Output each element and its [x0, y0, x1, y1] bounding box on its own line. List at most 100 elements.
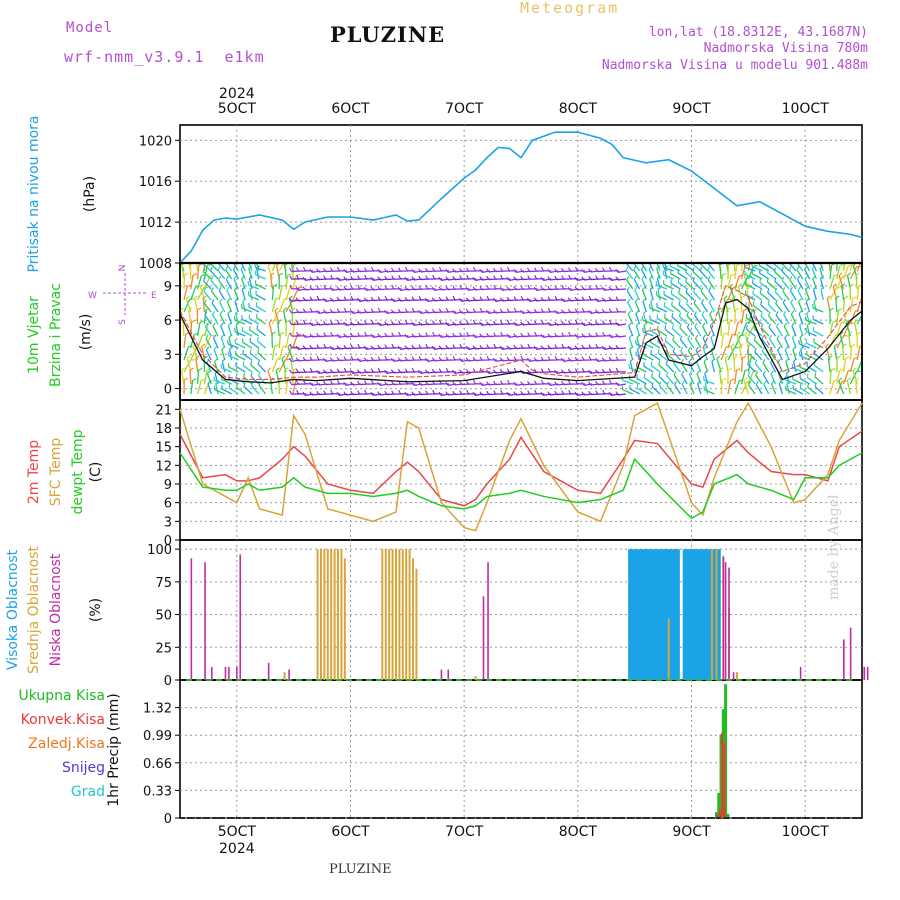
wind-barb-flag — [289, 332, 293, 337]
wind-barb-flag — [250, 372, 253, 377]
year-label-top: 2024 — [219, 86, 255, 102]
wind-barb-flag — [506, 368, 510, 373]
wind-barb-flag — [370, 333, 374, 338]
wind-barb-flag — [796, 258, 798, 262]
wind-barb — [782, 302, 790, 313]
wind-barb — [183, 334, 187, 349]
wind-barb-flag — [219, 310, 224, 315]
wind-barb — [649, 289, 654, 301]
wind-barb-flag — [486, 355, 490, 360]
wind-barb — [782, 290, 790, 301]
wind-barb — [798, 313, 804, 325]
wind-barb — [727, 347, 736, 361]
wind-barb-flag — [452, 268, 456, 273]
cloud-bar — [634, 549, 639, 680]
wind-barb-flag — [513, 344, 517, 349]
cloud-bar — [866, 666, 869, 680]
wind-barb-flag — [499, 345, 503, 350]
wind-barb — [685, 291, 695, 301]
wind-barb-flag — [284, 367, 289, 371]
wind-barb-flag — [768, 311, 771, 316]
wind-barb-flag — [274, 344, 279, 347]
wind-barb-flag — [703, 346, 707, 351]
wind-barb-flag — [364, 380, 367, 385]
wind-barb-flag — [595, 380, 599, 385]
wind-barb — [255, 294, 266, 301]
wind-barb — [277, 322, 280, 337]
precip-legend-item: Ukupna Kisa — [18, 688, 105, 704]
wind-barb-flag — [733, 355, 738, 359]
wind-barb-flag — [492, 297, 497, 302]
wind-barb — [741, 381, 749, 395]
wind-barb-flag — [295, 286, 299, 291]
y-tick-label: 18 — [155, 422, 172, 437]
wind-barb — [814, 364, 824, 373]
wind-barb-flag — [568, 380, 571, 385]
wind-barb-flag — [799, 322, 803, 326]
wind-barb-flag — [554, 332, 558, 337]
wind-barb — [747, 370, 755, 385]
y-tick-label: 50 — [155, 609, 172, 624]
wind-barb-flag — [204, 322, 208, 327]
wind-barb-flag — [836, 355, 841, 359]
wind-barb-flag — [637, 346, 641, 350]
wind-barb — [727, 334, 733, 349]
wind-barb-flag — [527, 380, 531, 385]
cloud-bar — [211, 666, 213, 680]
wind-barb-flag — [479, 307, 483, 312]
wind-barb — [278, 298, 286, 313]
wind-barb — [211, 302, 219, 313]
wind-barb-flag — [357, 284, 361, 289]
wind-barb — [670, 273, 681, 280]
panel-frame-temperature — [179, 399, 863, 541]
wind-barb — [687, 338, 695, 349]
wind-barb-flag — [432, 331, 435, 336]
wind-barb-flag — [540, 368, 544, 373]
wind-barb — [710, 337, 716, 349]
wind-barb — [747, 363, 756, 373]
wind-barb — [204, 314, 212, 325]
wind-barb-flag — [377, 381, 381, 386]
wind-barb-flag — [844, 295, 849, 299]
wind-barb-flag — [289, 284, 293, 289]
wind-barb-flag — [649, 258, 651, 261]
wind-barb-flag — [235, 310, 239, 314]
wind-barb — [773, 271, 783, 280]
wind-barb-flag — [554, 285, 558, 290]
wind-barb-flag — [249, 337, 252, 342]
wind-barb — [270, 275, 274, 290]
wind-barb-flag — [730, 343, 735, 347]
wind-barb — [807, 377, 817, 385]
wind-barb-flag — [513, 307, 517, 312]
wind-barb-flag — [581, 307, 585, 312]
wind-barb-flag — [526, 309, 531, 314]
wind-barb — [680, 350, 688, 361]
wind-barb-flag — [650, 361, 653, 366]
wind-barb-flag — [554, 381, 558, 386]
wind-barb-flag — [789, 286, 793, 291]
wind-barb — [241, 318, 253, 325]
wind-barb-flag — [700, 287, 704, 292]
wind-barb — [258, 384, 267, 395]
cloud-bar — [669, 549, 674, 680]
wind-barb — [806, 331, 817, 337]
wind-barb — [633, 279, 641, 290]
wind-barb-flag — [286, 319, 291, 323]
cloud-bar — [319, 549, 322, 680]
wind-barb-flag — [472, 356, 476, 361]
y-tick-label: 1008 — [139, 257, 172, 272]
wind-barb-flag — [775, 299, 778, 304]
wind-barb — [189, 369, 192, 385]
wind-barb-flag — [499, 308, 503, 313]
wind-barb-flag — [615, 391, 619, 396]
wind-barb-flag — [377, 391, 381, 396]
wind-barb — [829, 275, 835, 290]
wind-barb-flag — [533, 297, 537, 302]
wind-barb-flag — [752, 301, 755, 306]
wind-barb-flag — [666, 381, 670, 386]
wind-barb-flag — [615, 296, 619, 301]
compass-s: S — [118, 319, 128, 325]
wind-barb-flag — [486, 285, 490, 290]
y-tick-label: 0 — [164, 383, 172, 398]
wind-barb-flag — [398, 320, 401, 325]
